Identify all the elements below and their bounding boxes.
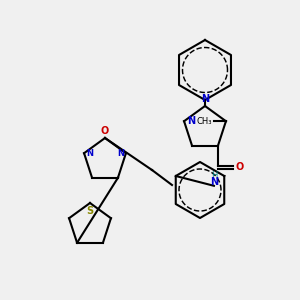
Text: N: N (86, 149, 93, 158)
Text: O: O (101, 126, 109, 136)
Text: H: H (211, 171, 217, 180)
Text: O: O (236, 162, 244, 172)
Text: CH₃: CH₃ (196, 117, 212, 126)
Text: S: S (86, 206, 94, 216)
Text: N: N (187, 116, 195, 126)
Text: N: N (210, 177, 218, 187)
Text: N: N (117, 149, 124, 158)
Text: N: N (201, 94, 209, 104)
